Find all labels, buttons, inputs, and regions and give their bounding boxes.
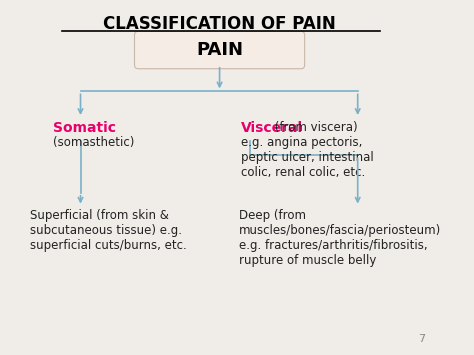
Text: Deep (from
muscles/bones/fascia/periosteum)
e.g. fractures/arthritis/fibrositis,: Deep (from muscles/bones/fascia/perioste… bbox=[239, 209, 441, 267]
Text: 7: 7 bbox=[418, 334, 425, 344]
Text: (somasthetic): (somasthetic) bbox=[53, 136, 135, 149]
Text: (from viscera)
e.g. angina pectoris,
peptic ulcer, intestinal
colic, renal colic: (from viscera) e.g. angina pectoris, pep… bbox=[241, 121, 374, 179]
Text: Visceral: Visceral bbox=[241, 121, 303, 135]
Text: Superficial (from skin &
subcutaneous tissue) e.g.
superficial cuts/burns, etc.: Superficial (from skin & subcutaneous ti… bbox=[30, 209, 187, 252]
FancyBboxPatch shape bbox=[135, 31, 305, 69]
Text: PAIN: PAIN bbox=[196, 41, 243, 59]
Text: Somatic: Somatic bbox=[53, 121, 116, 135]
Text: CLASSIFICATION OF PAIN: CLASSIFICATION OF PAIN bbox=[103, 15, 336, 33]
